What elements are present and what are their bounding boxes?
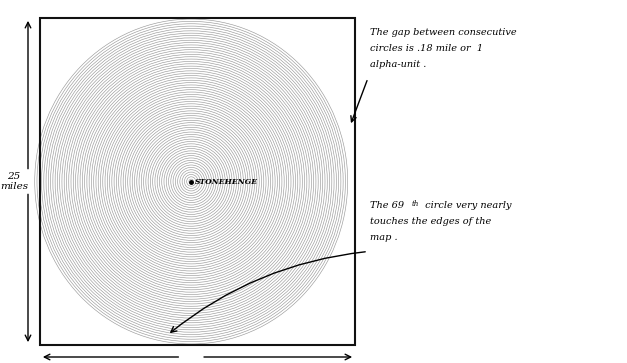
Text: circles is .18 mile or  1: circles is .18 mile or 1 (370, 44, 483, 53)
Text: alpha-unit .: alpha-unit . (370, 60, 426, 69)
Text: th: th (412, 200, 419, 208)
Text: map .: map . (370, 233, 398, 242)
Text: The 69: The 69 (370, 201, 404, 211)
Text: The gap between consecutive: The gap between consecutive (370, 28, 517, 37)
Text: 25
miles: 25 miles (0, 172, 28, 191)
Text: touches the edges of the: touches the edges of the (370, 217, 491, 227)
Bar (40, 18, 355, 345)
Text: circle very nearly: circle very nearly (422, 201, 512, 211)
Text: STONEHENGE: STONEHENGE (195, 178, 258, 185)
